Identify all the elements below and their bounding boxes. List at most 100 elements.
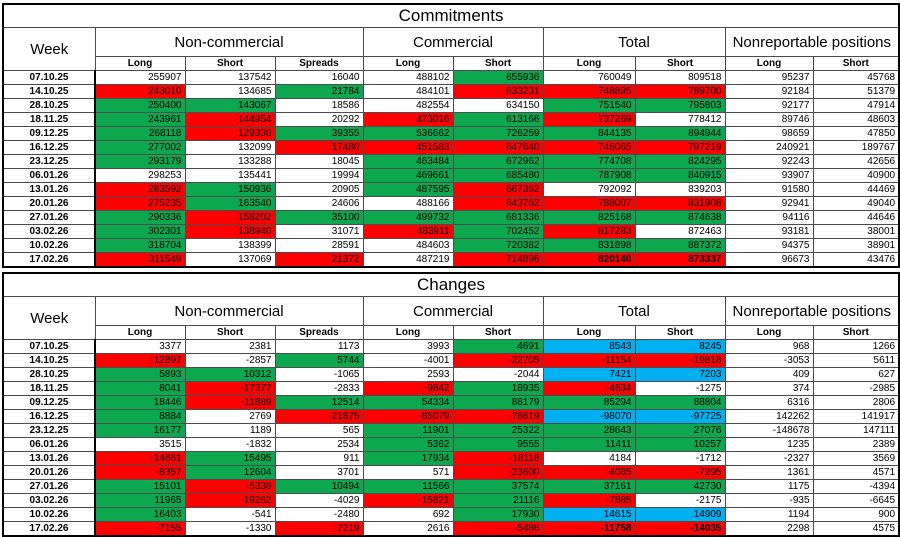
cell-total-long: -7885	[542, 493, 636, 508]
group-header-commercial: Commercial	[362, 296, 544, 326]
cell-nonreportable-short: -4394	[812, 479, 900, 494]
week-cell: 14.10.25	[2, 84, 96, 99]
table-row: 13.01.26 -14661 15495 911 17934 -18118 4184 -17…	[2, 451, 900, 466]
cell-noncommercial-spreads: 16040	[274, 70, 364, 85]
cell-total-long: 787908	[542, 168, 636, 183]
cell-nonreportable-long: 98659	[724, 126, 814, 141]
cell-total-short: -2175	[634, 493, 726, 508]
cell-commercial-short: -5486	[452, 521, 544, 537]
cell-noncommercial-spreads: 12514	[274, 395, 364, 410]
table-row: 13.01.26 283592 150936 20905 487595 667362 792…	[2, 182, 900, 197]
week-cell: 10.02.26	[2, 507, 96, 522]
cell-noncommercial-short: 2769	[184, 409, 276, 424]
cell-noncommercial-spreads: 20292	[274, 112, 364, 127]
cell-total-long: 28643	[542, 423, 636, 438]
cell-total-short: -19818	[634, 353, 726, 368]
cell-nonreportable-short: 44469	[812, 182, 900, 197]
cell-noncommercial-spreads: 5744	[274, 353, 364, 368]
table-row: 03.02.26 11965 -19262 -4029 -15821 21116 -7885…	[2, 493, 900, 508]
cell-commercial-long: 11901	[362, 423, 454, 438]
cell-nonreportable-long: 93907	[724, 168, 814, 183]
cell-noncommercial-short: 132099	[184, 140, 276, 155]
cell-commercial-long: 499732	[362, 210, 454, 225]
cell-nonreportable-long: 92941	[724, 196, 814, 211]
cell-noncommercial-short: -1330	[184, 521, 276, 537]
table-row: 16.12.25 8884 2769 -21875 -85079 -78619 -98070…	[2, 409, 900, 424]
cell-commercial-long: 463484	[362, 154, 454, 169]
cell-noncommercial-long: 250400	[94, 98, 186, 113]
table-row: 23.12.25 16177 1189 565 11901 25322 28643 27076…	[2, 423, 900, 438]
cell-commercial-long: 488102	[362, 70, 454, 85]
cell-total-short: -7295	[634, 465, 726, 480]
cell-total-short: 887372	[634, 238, 726, 253]
cell-commercial-short: 21116	[452, 493, 544, 508]
cell-commercial-long: 451583	[362, 140, 454, 155]
cell-nonreportable-long: -3053	[724, 353, 814, 368]
table-row: 17.02.26 311549 137069 21372 487219 714896 820…	[2, 252, 900, 268]
cell-noncommercial-long: 16403	[94, 507, 186, 522]
cell-nonreportable-short: 49040	[812, 196, 900, 211]
cell-nonreportable-long: 92177	[724, 98, 814, 113]
cell-noncommercial-long: 318704	[94, 238, 186, 253]
cell-noncommercial-spreads: 31071	[274, 224, 364, 239]
cell-nonreportable-long: -2327	[724, 451, 814, 466]
cell-nonreportable-long: 93181	[724, 224, 814, 239]
cell-noncommercial-long: 3515	[94, 437, 186, 452]
cell-nonreportable-short: 44646	[812, 210, 900, 225]
cell-total-short: -97725	[634, 409, 726, 424]
cell-nonreportable-short: 2389	[812, 437, 900, 452]
cell-total-long: 4184	[542, 451, 636, 466]
sub-header-commercial-short: Short	[452, 56, 544, 71]
cell-commercial-long: 11566	[362, 479, 454, 494]
cell-noncommercial-spreads: 39355	[274, 126, 364, 141]
cell-commercial-long: 571	[362, 465, 454, 480]
cell-commercial-long: 483911	[362, 224, 454, 239]
cell-noncommercial-long: 290336	[94, 210, 186, 225]
cell-commercial-short: 681336	[452, 210, 544, 225]
cell-noncommercial-spreads: -2833	[274, 381, 364, 396]
cell-noncommercial-short: 137069	[184, 252, 276, 268]
cell-total-long: 737269	[542, 112, 636, 127]
cell-nonreportable-long: 95237	[724, 70, 814, 85]
cell-noncommercial-long: 15101	[94, 479, 186, 494]
cell-noncommercial-short: 129330	[184, 126, 276, 141]
cell-noncommercial-long: 11965	[94, 493, 186, 508]
week-cell: 14.10.25	[2, 353, 96, 368]
cell-nonreportable-short: 45768	[812, 70, 900, 85]
cell-noncommercial-long: 8884	[94, 409, 186, 424]
table-row: 10.02.26 318704 138399 28591 484603 720382 831…	[2, 238, 900, 253]
cell-commercial-short: 25322	[452, 423, 544, 438]
cell-commercial-short: 37574	[452, 479, 544, 494]
cell-noncommercial-long: 302301	[94, 224, 186, 239]
table-row: 09.12.25 18446 -11889 12514 54334 88179 85294 8…	[2, 395, 900, 410]
group-header-non-commercial: Non-commercial	[94, 27, 364, 57]
cell-nonreportable-short: 147111	[812, 423, 900, 438]
cell-noncommercial-short: 138940	[184, 224, 276, 239]
cell-total-short: 789700	[634, 84, 726, 99]
cell-noncommercial-spreads: 1173	[274, 339, 364, 354]
cell-commercial-short: -23600	[452, 465, 544, 480]
cell-nonreportable-long: 1194	[724, 507, 814, 522]
cell-commercial-short: 672962	[452, 154, 544, 169]
changes-table: Changes Week Non-commercial Commercial Tota…	[2, 272, 900, 537]
cell-nonreportable-long: -148678	[724, 423, 814, 438]
cell-noncommercial-long: 8041	[94, 381, 186, 396]
cell-nonreportable-long: 96673	[724, 252, 814, 268]
cell-nonreportable-long: 92243	[724, 154, 814, 169]
cell-noncommercial-spreads: -4029	[274, 493, 364, 508]
week-cell: 27.01.26	[2, 479, 96, 494]
cell-nonreportable-long: 968	[724, 339, 814, 354]
week-cell: 07.10.25	[2, 339, 96, 354]
cell-total-long: 825168	[542, 210, 636, 225]
week-cell: 20.01.26	[2, 465, 96, 480]
cell-commercial-short: 17930	[452, 507, 544, 522]
cell-nonreportable-long: 2298	[724, 521, 814, 537]
cell-nonreportable-long: -935	[724, 493, 814, 508]
cell-noncommercial-short: -2857	[184, 353, 276, 368]
cell-noncommercial-spreads: -2480	[274, 507, 364, 522]
cell-nonreportable-short: 47850	[812, 126, 900, 141]
sub-header-total-short: Short	[634, 56, 726, 71]
cell-noncommercial-long: -8357	[94, 465, 186, 480]
cell-noncommercial-spreads: 28591	[274, 238, 364, 253]
cell-nonreportable-short: 47914	[812, 98, 900, 113]
